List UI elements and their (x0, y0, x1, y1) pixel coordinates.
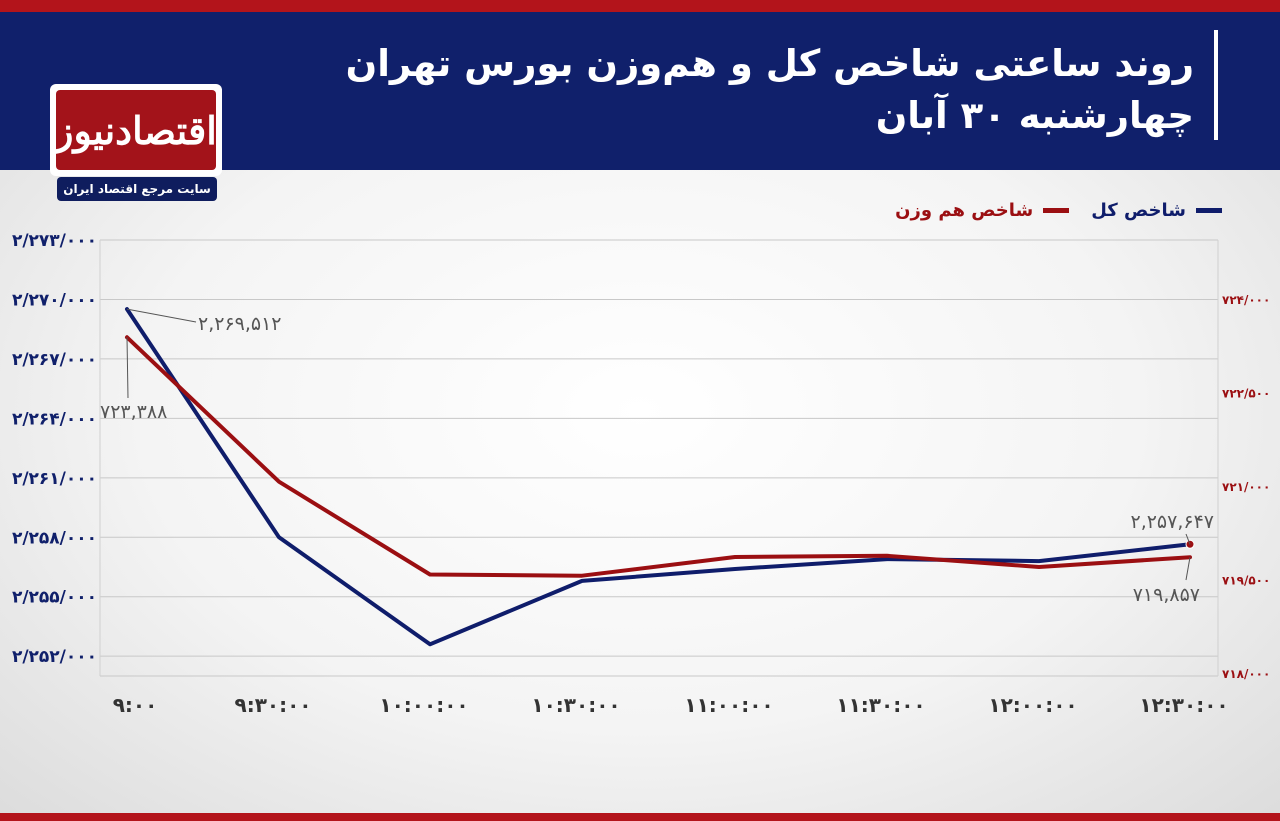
data-label: ۲,۲۵۷,۶۴۷ (1130, 511, 1214, 533)
legend-item-equal: شاخص هم وزن (895, 200, 1070, 221)
data-label: ۲,۲۶۹,۵۱۲ (198, 313, 282, 335)
legend-label-total: شاخص کل (1091, 200, 1186, 221)
legend-swatch-total (1196, 208, 1222, 213)
x-axis-tick-label: ۱۱:۰۰:۰۰ (684, 693, 773, 717)
page-subtitle: چهارشنبه ۳۰ آبان (875, 94, 1194, 137)
legend-swatch-equal (1043, 208, 1070, 213)
right-axis-tick-label: ۷۲۴/۰۰۰ (1222, 293, 1270, 307)
legend-item-total: شاخص کل (1091, 200, 1222, 221)
left-axis-tick-label: ۲/۲۷۰/۰۰۰ (12, 290, 97, 310)
brand-logo[interactable]: اقتصادنیوز (50, 84, 222, 176)
page-title: روند ساعتی شاخص کل و هم‌وزن بورس تهران (345, 42, 1194, 85)
series-line-total (125, 307, 1192, 647)
x-axis-tick-label: ۹:۰۰ (113, 693, 158, 717)
left-axis-tick-label: ۲/۲۵۸/۰۰۰ (12, 528, 97, 548)
title-divider (1214, 30, 1218, 140)
legend-label-equal: شاخص هم وزن (895, 200, 1034, 221)
right-axis-tick-label: ۷۱۹/۵۰۰ (1222, 573, 1270, 587)
x-axis-tick-label: ۱۲:۰۰:۰۰ (988, 693, 1077, 717)
series-line-equal (125, 335, 1192, 578)
data-label: ۷۱۹,۸۵۷ (1133, 584, 1200, 606)
bottom-accent-stripe (0, 813, 1280, 821)
right-axis-tick-label: ۷۲۲/۵۰۰ (1222, 387, 1270, 401)
left-axis-tick-label: ۲/۲۵۵/۰۰۰ (12, 588, 97, 608)
right-axis-tick-label: ۷۱۸/۰۰۰ (1222, 667, 1270, 681)
x-axis-tick-label: ۱۰:۰۰:۰۰ (379, 693, 468, 717)
left-axis-tick-label: ۲/۲۶۱/۰۰۰ (12, 469, 97, 489)
left-axis-tick-label: ۲/۲۵۲/۰۰۰ (12, 647, 97, 667)
annotation-leader (1185, 557, 1191, 581)
annotation-leader (126, 308, 197, 323)
x-axis-tick-label: ۱۱:۳۰:۰۰ (836, 693, 925, 717)
left-axis-tick-label: ۲/۲۶۴/۰۰۰ (12, 409, 97, 429)
brand-tagline: سایت مرجع اقتصاد ایران (57, 177, 217, 201)
annotation-leader (126, 337, 129, 399)
x-axis-tick-label: ۱۰:۳۰:۰۰ (531, 693, 620, 717)
annotation-leader (1185, 533, 1191, 545)
left-axis-tick-label: ۲/۲۷۳/۰۰۰ (12, 231, 97, 251)
x-axis-tick-label: ۱۲:۳۰:۰۰ (1139, 693, 1228, 717)
top-accent-stripe (0, 0, 1280, 12)
brand-logo-text: اقتصادنیوز (55, 90, 217, 170)
left-axis-tick-label: ۲/۲۶۷/۰۰۰ (12, 350, 97, 370)
x-axis-tick-label: ۹:۳۰:۰۰ (234, 693, 311, 717)
data-label: ۷۲۳,۳۸۸ (100, 401, 167, 423)
chart-legend: شاخص کل شاخص هم وزن (895, 200, 1222, 221)
right-axis-tick-label: ۷۲۱/۰۰۰ (1222, 480, 1270, 494)
